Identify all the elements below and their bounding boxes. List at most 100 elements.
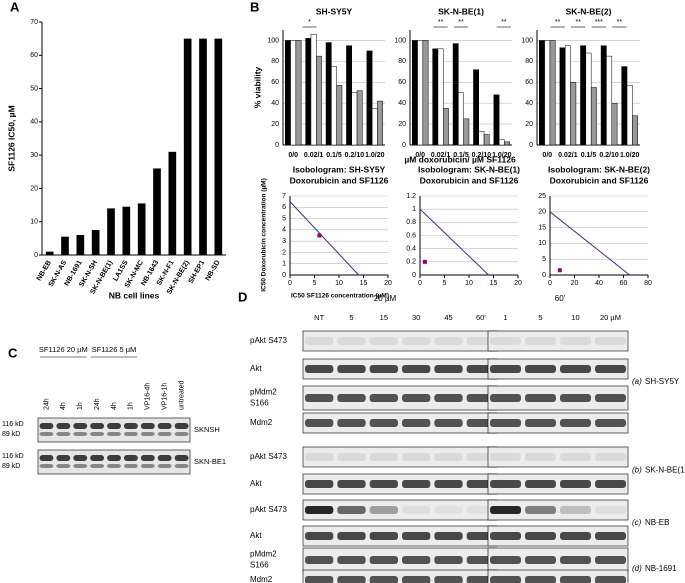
x-tick-label: 0.2/10 (599, 152, 619, 159)
blot-band (560, 532, 591, 540)
blot-band (305, 480, 334, 488)
blot-band (369, 556, 398, 564)
blot-band (123, 423, 138, 429)
y-tick-label: 20 (271, 121, 279, 128)
data-point (317, 233, 322, 238)
blot-header: 20 µM (374, 294, 397, 303)
blot-band (369, 506, 398, 514)
bar (632, 115, 638, 146)
blot-frame (487, 473, 629, 495)
blot-band (337, 576, 366, 583)
blot-band (595, 419, 626, 427)
y-tick-label: 0 (542, 272, 546, 279)
blot-band (369, 532, 398, 540)
bar (452, 43, 459, 146)
blot-band (560, 453, 591, 461)
blot-band (305, 532, 334, 540)
blot-band (525, 576, 556, 583)
x-tick-label: 0/0 (288, 152, 298, 159)
lane-label: 10 (571, 313, 579, 322)
blot-band (525, 506, 556, 514)
bar (377, 100, 384, 146)
blot-band (174, 423, 189, 429)
blot-header: 60′ (555, 294, 566, 303)
bar (168, 151, 177, 255)
row-label: Mdm2 (250, 575, 273, 583)
blot-band (402, 480, 431, 488)
blot-band (525, 394, 556, 402)
significance: ** (458, 19, 464, 26)
blot-band (560, 576, 591, 583)
y-axis-label: IC50 Doxorubicin concentration (µM) (261, 178, 268, 292)
y-tick-label: 2 (282, 249, 286, 256)
blot-band (434, 576, 463, 583)
blot-frame (37, 417, 191, 443)
blot-band (525, 365, 556, 373)
significance: ** (555, 19, 561, 26)
blot-band (595, 532, 626, 540)
y-tick-label: 0 (282, 272, 286, 279)
bar (443, 108, 449, 146)
x-tick-label: 0.1/5 (581, 152, 597, 159)
bar (310, 33, 317, 146)
x-tick-label: 0 (548, 280, 552, 287)
bar (351, 92, 358, 146)
bar (611, 102, 618, 146)
y-tick-label: 100 (267, 37, 279, 44)
blot-frame (302, 385, 498, 411)
blot-band (305, 506, 334, 514)
blot-band (56, 423, 71, 429)
blot-frame (487, 569, 629, 583)
blot-band (123, 455, 138, 461)
cell-line: SKNSH (194, 425, 220, 434)
x-tick-label: 60 (620, 280, 628, 287)
x-tick-label: 0.02/1 (431, 152, 451, 159)
bar (600, 45, 607, 146)
blot-band (56, 432, 71, 436)
bar (564, 45, 571, 146)
lane-label: 5 (349, 313, 353, 322)
blot-band (337, 532, 366, 540)
y-tick-label: 0.4 (406, 246, 416, 253)
lane-label: 24h (94, 398, 101, 410)
significance: * (308, 19, 311, 26)
blot-band (434, 556, 463, 564)
x-tick-label: 0 (288, 280, 292, 287)
blot-band (107, 423, 121, 429)
lane-label: NT (314, 313, 324, 322)
group-letter: (c) (632, 518, 642, 527)
bar (122, 206, 131, 255)
y-tick-label: 60 (525, 79, 533, 86)
bar (432, 48, 439, 146)
kd-marker: 116 kD (2, 453, 24, 460)
blot-band (490, 419, 521, 427)
group-letter: (b) (632, 466, 642, 475)
bar (153, 168, 161, 255)
x-axis-label: µM doxorubicin/ µM SF1126 (404, 154, 516, 164)
bar (544, 40, 551, 146)
blot-band (90, 432, 105, 436)
blot-band (525, 480, 556, 488)
bar (606, 55, 613, 146)
isobole-line (549, 211, 630, 276)
bar (504, 141, 511, 146)
y-tick-label: 80 (398, 58, 406, 65)
y-tick-label: 100 (394, 37, 406, 44)
y-tick-label: 25 (538, 193, 546, 200)
y-tick-label: 80 (525, 58, 533, 65)
lane-label: 1 (503, 313, 507, 322)
blot-band (56, 455, 71, 461)
group-name: SH-SY5Y (645, 377, 680, 386)
y-tick-label: 20 (538, 209, 546, 216)
blot-band (490, 480, 521, 488)
blot-band (595, 365, 626, 373)
y-tick-label: 0 (529, 142, 533, 149)
y-tick-label: 20 (525, 121, 533, 128)
blot-band (39, 423, 54, 429)
y-axis-label: % viability (252, 66, 262, 108)
blot-frame (487, 525, 629, 547)
blot-band (157, 464, 172, 468)
x-tick-label: 0.2/10 (345, 152, 365, 159)
y-tick-label: 3 (282, 238, 286, 245)
bar (493, 94, 500, 146)
